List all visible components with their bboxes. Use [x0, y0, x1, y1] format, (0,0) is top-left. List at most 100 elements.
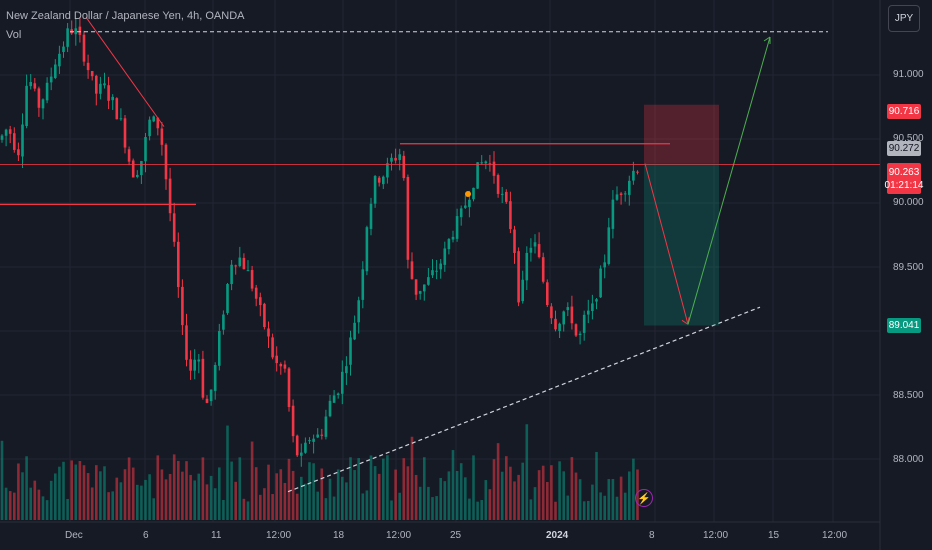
candle-body [218, 331, 221, 366]
volume-bar [238, 457, 242, 520]
volume-bar [283, 482, 287, 520]
volume-bar [49, 480, 53, 520]
stop-loss-zone [644, 104, 719, 164]
candle-body [410, 261, 414, 279]
volume-bar [599, 492, 602, 520]
candle-body [439, 263, 442, 270]
volume-bar [619, 476, 623, 520]
volume-bar [90, 487, 94, 520]
volume-bar [304, 483, 307, 520]
time-tick: 6 [143, 530, 149, 541]
candle-body [230, 264, 233, 285]
volume-bar [41, 496, 45, 520]
entry-price-tag: 90.272 [887, 141, 921, 156]
descending-trendline [85, 16, 165, 127]
volume-bar [615, 496, 619, 520]
candle-body [636, 171, 639, 173]
candle-body [390, 157, 393, 162]
volume-bar [168, 473, 172, 520]
volume-bar [472, 455, 475, 520]
volume-legend[interactable]: Vol [6, 29, 22, 41]
candle-body [295, 435, 299, 456]
volume-bar [144, 479, 147, 520]
candle-body [17, 149, 20, 156]
volume-bar [29, 487, 32, 520]
volume-bar [99, 471, 102, 520]
candle-body [382, 176, 385, 185]
volume-bar [484, 480, 488, 520]
volume-bar [398, 492, 401, 520]
volume-bar [33, 480, 37, 520]
lightning-icon[interactable]: ⚡ [635, 489, 653, 507]
candle-body [431, 270, 434, 276]
candle-body [140, 161, 143, 176]
volume-bar [480, 500, 483, 520]
candle-body [144, 137, 147, 162]
candle-body [8, 129, 12, 134]
candle-body [492, 161, 496, 176]
volume-bar [164, 479, 168, 520]
candle-body [267, 328, 270, 337]
candle-body [541, 257, 545, 282]
volume-bar [254, 467, 258, 520]
candle-body [349, 337, 352, 365]
candle-body [377, 177, 381, 183]
volume-bar [361, 493, 365, 520]
candle-body [332, 395, 336, 403]
volume-bar [595, 451, 598, 520]
candle-body [242, 257, 246, 270]
candle-body [172, 213, 176, 242]
volume-bar [455, 471, 459, 520]
bar-countdown: 01:21:14 [884, 179, 924, 191]
candle-body [574, 324, 578, 336]
candle-body [468, 199, 471, 207]
candle-body [263, 303, 266, 328]
volume-bar [197, 473, 201, 520]
volume-bar [500, 471, 504, 520]
candle-body [193, 359, 196, 371]
symbol-legend[interactable]: New Zealand Dollar / Japanese Yen, 4h, O… [6, 10, 245, 22]
projection-up-arrowhead [763, 36, 771, 44]
volume-bar [464, 477, 467, 520]
volume-bar [566, 495, 570, 520]
candle-body [546, 282, 549, 306]
candle-body [287, 368, 291, 408]
candle-body [181, 286, 184, 326]
candle-body [213, 365, 217, 391]
currency-button[interactable]: JPY [888, 5, 920, 32]
time-tick: 12:00 [703, 530, 729, 541]
volume-bar [328, 478, 332, 520]
candle-body [554, 318, 557, 330]
candle-body [369, 203, 373, 229]
volume-bar [267, 464, 270, 520]
candle-body [29, 81, 32, 87]
volume-bar [70, 460, 73, 520]
target-price-tag: 89.041 [887, 318, 921, 333]
candle-body [119, 118, 123, 120]
candle-body [394, 157, 397, 161]
candle-body [33, 83, 37, 89]
time-tick: 15 [768, 530, 780, 541]
volume-bar [558, 461, 561, 520]
candle-body [628, 180, 631, 195]
volume-bar [189, 474, 192, 520]
candle-body [90, 71, 94, 77]
candle-body [615, 194, 619, 200]
volume-bar [521, 462, 524, 520]
volume-bar [275, 473, 278, 520]
time-tick: 12:00 [386, 530, 412, 541]
volume-bar [136, 484, 139, 520]
volume-bar [513, 481, 516, 520]
candle-body [78, 26, 82, 35]
price-tick: 91.000 [893, 69, 924, 80]
candle-body [324, 416, 328, 437]
candle-body [488, 163, 492, 165]
price-tick: 90.500 [893, 133, 924, 144]
volume-bar [148, 474, 151, 520]
volume-bar [414, 474, 418, 520]
time-tick: 8 [649, 530, 655, 541]
candle-body [582, 314, 586, 333]
candle-body [226, 284, 229, 313]
